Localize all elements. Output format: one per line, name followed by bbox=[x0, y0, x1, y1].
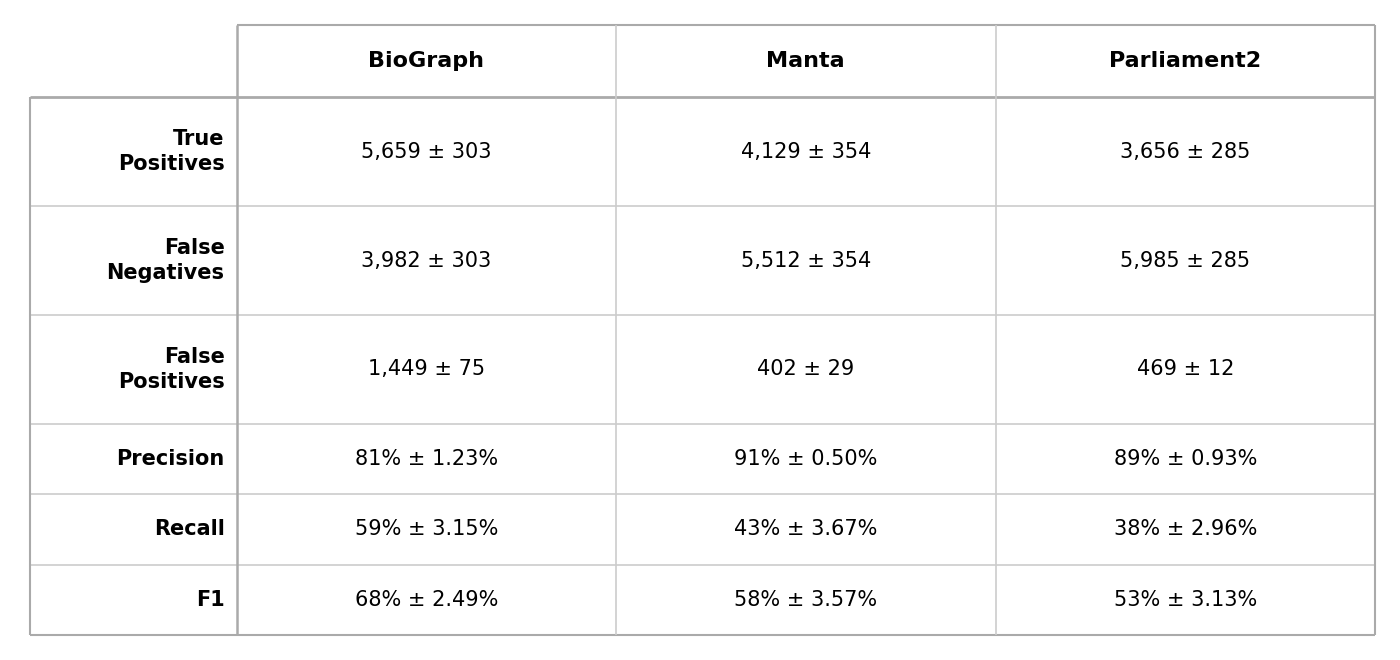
Text: 5,659 ± 303: 5,659 ± 303 bbox=[361, 142, 491, 162]
Text: 469 ± 12: 469 ± 12 bbox=[1137, 359, 1233, 379]
Text: 81% ± 1.23%: 81% ± 1.23% bbox=[354, 449, 498, 469]
Text: 402 ± 29: 402 ± 29 bbox=[757, 359, 854, 379]
Text: 68% ± 2.49%: 68% ± 2.49% bbox=[354, 590, 498, 610]
Text: Precision: Precision bbox=[116, 449, 224, 469]
Text: BioGraph: BioGraph bbox=[368, 51, 484, 71]
Text: 4,129 ± 354: 4,129 ± 354 bbox=[741, 142, 871, 162]
Text: Parliament2: Parliament2 bbox=[1109, 51, 1261, 71]
Text: True
Positives: True Positives bbox=[118, 129, 224, 174]
Text: 5,985 ± 285: 5,985 ± 285 bbox=[1120, 251, 1250, 271]
Text: 59% ± 3.15%: 59% ± 3.15% bbox=[354, 519, 498, 539]
Text: 91% ± 0.50%: 91% ± 0.50% bbox=[734, 449, 878, 469]
Text: 3,656 ± 285: 3,656 ± 285 bbox=[1120, 142, 1250, 162]
Text: False
Positives: False Positives bbox=[118, 347, 224, 392]
Text: 38% ± 2.96%: 38% ± 2.96% bbox=[1113, 519, 1257, 539]
Text: 43% ± 3.67%: 43% ± 3.67% bbox=[734, 519, 878, 539]
Text: 5,512 ± 354: 5,512 ± 354 bbox=[741, 251, 871, 271]
Text: False
Negatives: False Negatives bbox=[106, 238, 224, 283]
Text: Manta: Manta bbox=[766, 51, 846, 71]
Text: F1: F1 bbox=[196, 590, 224, 610]
Text: 3,982 ± 303: 3,982 ± 303 bbox=[361, 251, 491, 271]
Text: 53% ± 3.13%: 53% ± 3.13% bbox=[1113, 590, 1257, 610]
Text: 1,449 ± 75: 1,449 ± 75 bbox=[368, 359, 484, 379]
Text: 58% ± 3.57%: 58% ± 3.57% bbox=[734, 590, 878, 610]
Text: Recall: Recall bbox=[154, 519, 224, 539]
Text: 89% ± 0.93%: 89% ± 0.93% bbox=[1113, 449, 1257, 469]
